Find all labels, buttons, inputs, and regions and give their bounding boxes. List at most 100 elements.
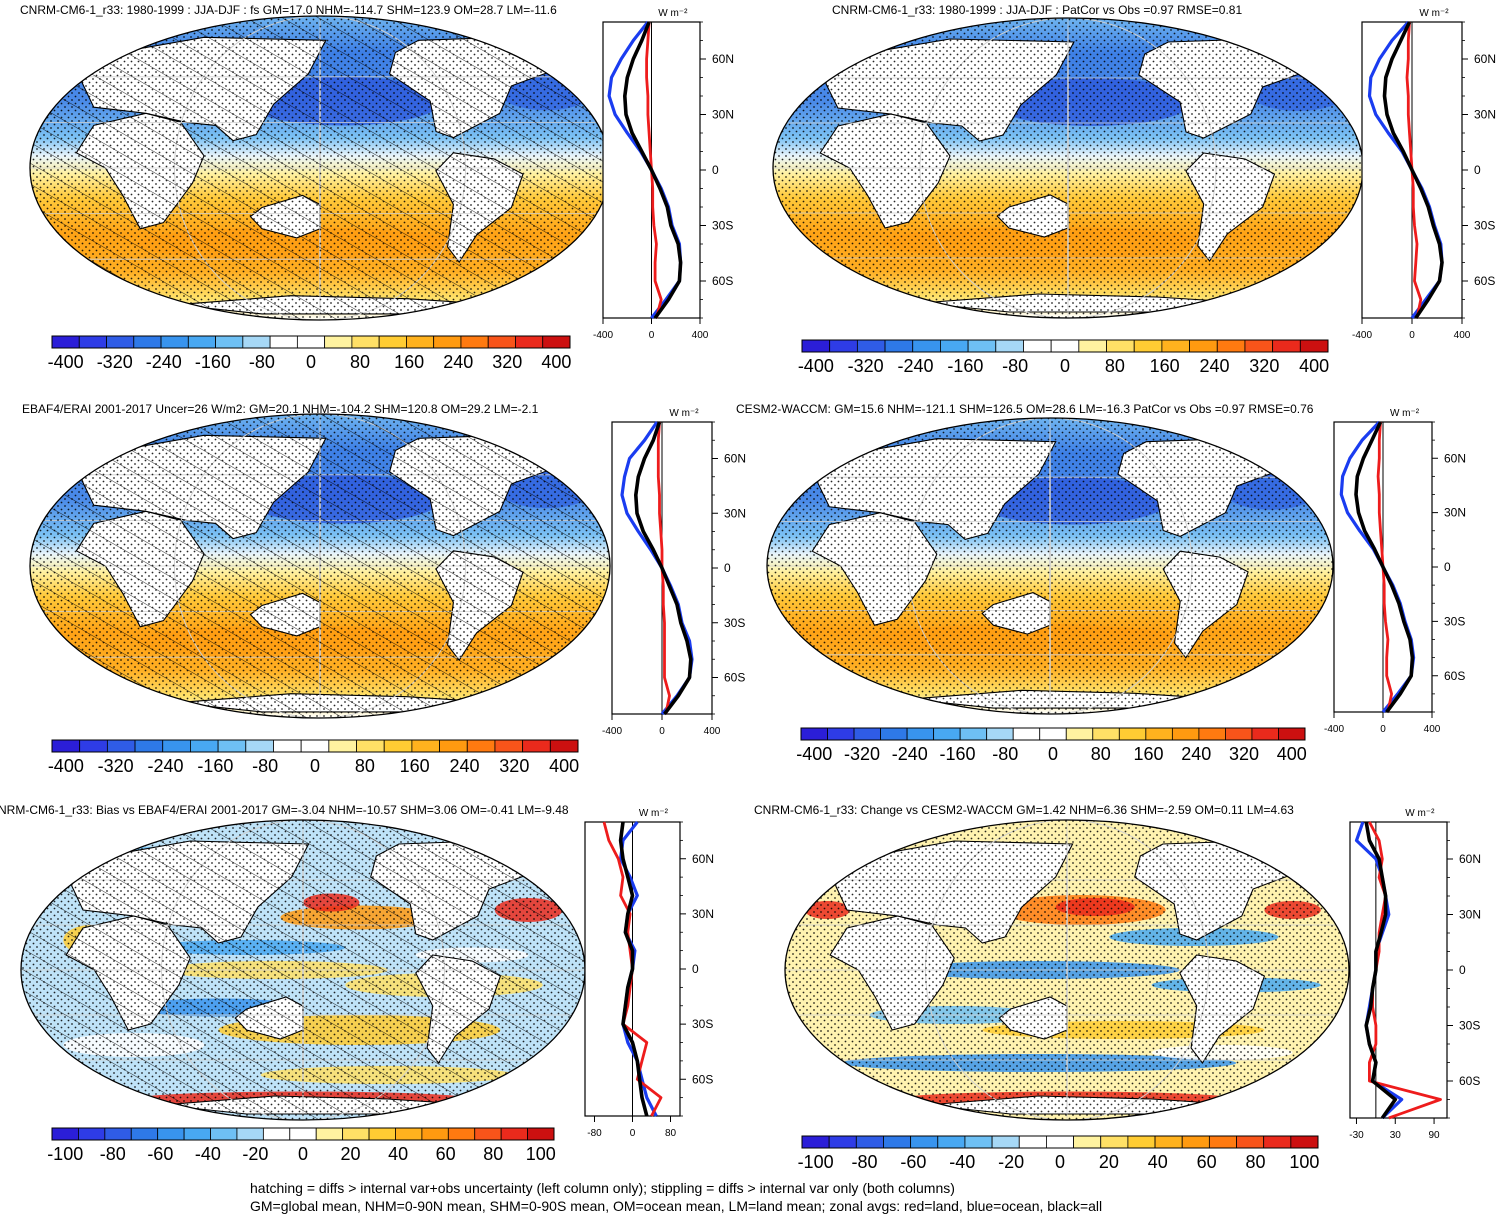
- colorbar-box: [933, 727, 961, 741]
- lat-tick-label: 0: [1459, 963, 1466, 977]
- colorbar-label: 0: [1048, 744, 1058, 764]
- x-tick-label: 0: [649, 330, 655, 341]
- colorbar-box: [487, 335, 516, 349]
- colorbar-label: -80: [100, 1144, 126, 1164]
- colorbar-box: [880, 727, 908, 741]
- colorbar-label: -40: [195, 1144, 221, 1164]
- colorbar-box: [474, 1127, 502, 1141]
- colorbar-box: [51, 335, 80, 349]
- panel-top-right: CNRM-CM6-1_r33: 1980-1999 : JJA-DJF : Pa…: [772, 3, 1496, 376]
- x-tick-label: 400: [704, 726, 721, 737]
- colorbar-box: [853, 727, 881, 741]
- map-field: [21, 820, 585, 1120]
- colorbar-box: [991, 1135, 1020, 1149]
- x-tick-label: 80: [665, 1128, 677, 1139]
- colorbar-label: -20: [242, 1144, 268, 1164]
- colorbar-box: [324, 335, 353, 349]
- colorbar-box: [855, 1135, 884, 1149]
- colorbar-label: 80: [1246, 1152, 1266, 1172]
- colorbar-label: 20: [1099, 1152, 1119, 1172]
- colorbar-label: -240: [892, 744, 928, 764]
- panel-bottom-right: CNRM-CM6-1_r33: Change vs CESM2-WACCM GM…: [754, 803, 1481, 1172]
- colorbar-box: [967, 339, 997, 353]
- lat-tick-label: 30S: [1444, 614, 1465, 628]
- lat-tick-label: 60N: [712, 52, 734, 66]
- x-tick-label: 400: [1424, 724, 1441, 735]
- colorbar-box: [210, 1127, 238, 1141]
- colorbar-box: [1106, 339, 1135, 353]
- colorbar-label: 100: [526, 1144, 556, 1164]
- zonal-line-all: [1382, 21, 1444, 320]
- colorbar-box: [273, 739, 302, 753]
- map-outline: [766, 417, 1334, 715]
- x-tick-label: 90: [1429, 1130, 1441, 1141]
- colorbar-frame: [801, 1135, 1319, 1149]
- colorbar-box: [160, 335, 189, 349]
- colorbar-box: [964, 1135, 993, 1149]
- lat-tick-label: 30N: [1444, 506, 1466, 520]
- lat-tick-label: 30N: [1459, 908, 1481, 922]
- colorbar-box: [986, 727, 1014, 741]
- colorbar-box: [1278, 727, 1306, 741]
- lat-tick-label: 30S: [1474, 219, 1495, 233]
- colorbar-box: [1208, 1135, 1237, 1149]
- colorbar-label: -40: [949, 1152, 975, 1172]
- colorbar-box: [162, 739, 191, 753]
- lat-tick-label: 30S: [712, 219, 733, 233]
- colorbar-box: [133, 335, 162, 349]
- colorbar-label: -80: [249, 352, 275, 372]
- colorbar-box: [800, 727, 828, 741]
- panel-title: NRM-CM6-1_r33: Bias vs EBAF4/ERAI 2001-2…: [0, 803, 569, 817]
- lat-tick-label: 60N: [724, 452, 746, 466]
- colorbar-box: [827, 727, 855, 741]
- colorbar-box: [296, 335, 326, 349]
- colorbar-box: [328, 739, 357, 753]
- colorbar-box: [883, 1135, 912, 1149]
- lat-tick-label: 60S: [1444, 669, 1465, 683]
- panel-top-left: CNRM-CM6-1_r33: 1980-1999 : JJA-DJF : fs…: [20, 3, 734, 372]
- lat-tick-label: 60S: [692, 1072, 713, 1086]
- colorbar-box: [1133, 339, 1163, 353]
- colorbar-label: 240: [1199, 356, 1229, 376]
- colorbar-box: [1118, 727, 1147, 741]
- colorbar-label: -400: [48, 756, 84, 776]
- colorbar-box: [1299, 339, 1329, 353]
- colorbar-box: [1023, 339, 1052, 353]
- colorbar-label: -320: [848, 356, 884, 376]
- colorbar-box: [78, 1127, 106, 1141]
- colorbar-box: [356, 739, 385, 753]
- colorbar-box: [217, 739, 247, 753]
- colorbar-label: 400: [1277, 744, 1307, 764]
- colorbar-label: -100: [798, 1152, 834, 1172]
- colorbar-box: [106, 739, 136, 753]
- colorbar-label: -100: [47, 1144, 83, 1164]
- colorbar-box: [269, 335, 298, 349]
- colorbar-label: -240: [147, 756, 183, 776]
- colorbar-box: [242, 335, 271, 349]
- lat-tick-label: 60S: [1459, 1074, 1480, 1088]
- zonal-frame: [1349, 821, 1448, 1119]
- colorbar-box: [300, 739, 330, 753]
- colorbar-label: 400: [541, 352, 571, 372]
- colorbar-box: [104, 1127, 132, 1141]
- colorbar-label: 80: [1105, 356, 1125, 376]
- colorbar-box: [395, 1127, 423, 1141]
- colorbar-box: [884, 339, 914, 353]
- colorbar-label: 320: [1229, 744, 1259, 764]
- colorbar-label: 320: [492, 352, 522, 372]
- colorbar-label: -160: [197, 756, 233, 776]
- colorbar-label: 0: [310, 756, 320, 776]
- colorbar-label: -240: [897, 356, 933, 376]
- colorbar-label: 240: [443, 352, 473, 372]
- colorbar-box: [1046, 1135, 1074, 1149]
- x-tick-label: 30: [1390, 1130, 1402, 1141]
- colorbar-box: [522, 739, 551, 753]
- colorbar-label: 240: [449, 756, 479, 776]
- zonal-line-all: [618, 821, 649, 1117]
- map-outline: [29, 413, 611, 719]
- colorbar-box: [995, 339, 1024, 353]
- colorbar-box: [1100, 1135, 1129, 1149]
- lat-tick-label: 0: [1474, 163, 1481, 177]
- colorbar-box: [262, 1127, 291, 1141]
- colorbar-box: [1225, 727, 1253, 741]
